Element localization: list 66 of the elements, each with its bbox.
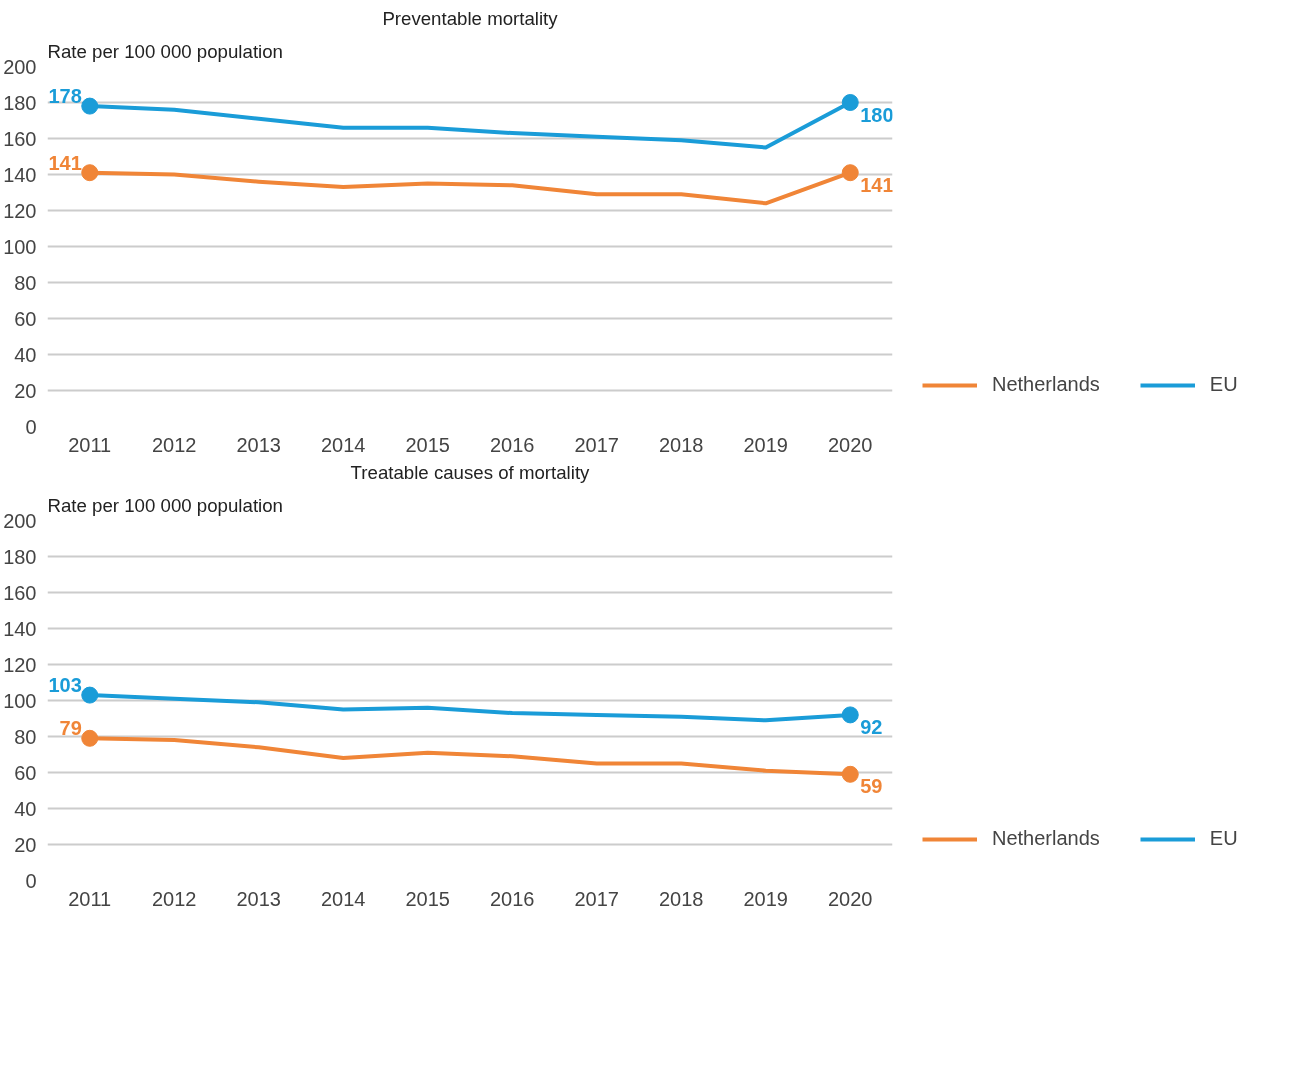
x-tick-label: 2013	[236, 887, 281, 910]
x-tick-label: 2011	[68, 433, 112, 456]
data-label: 178	[48, 85, 82, 108]
x-tick-label: 2019	[743, 887, 788, 910]
y-tick-label: 40	[14, 343, 37, 366]
x-tick-label: 2012	[152, 433, 197, 456]
point	[841, 765, 859, 783]
x-tick-label: 2014	[321, 887, 366, 910]
y-tick-label: 120	[3, 653, 37, 676]
chart-title: Preventable mortality	[382, 7, 559, 29]
y-tick-label: 140	[3, 163, 37, 186]
y-tick-label: 0	[25, 415, 37, 438]
y-axis-title: Rate per 100 000 population	[47, 494, 283, 516]
point	[841, 706, 859, 724]
y-tick-label: 180	[3, 91, 37, 114]
x-tick-label: 2016	[490, 433, 535, 456]
data-label: 103	[48, 674, 82, 697]
point	[81, 729, 99, 747]
y-tick-label: 20	[14, 833, 37, 856]
x-tick-label: 2012	[152, 887, 197, 910]
y-axis-title: Rate per 100 000 population	[47, 40, 283, 62]
data-label: 79	[59, 717, 82, 740]
y-tick-label: 100	[3, 689, 37, 712]
y-tick-label: 60	[14, 761, 37, 784]
legend-label: EU	[1209, 373, 1238, 396]
y-tick-label: 100	[3, 235, 37, 258]
x-tick-label: 2020	[828, 433, 873, 456]
y-tick-label: 0	[25, 869, 37, 892]
y-tick-label: 180	[3, 545, 37, 568]
y-tick-label: 120	[3, 199, 37, 222]
x-tick-label: 2019	[743, 433, 788, 456]
data-label: 59	[860, 775, 883, 798]
x-tick-label: 2014	[321, 433, 366, 456]
y-tick-label: 160	[3, 127, 37, 150]
point	[81, 164, 99, 182]
y-tick-label: 60	[14, 307, 37, 330]
x-tick-label: 2011	[68, 887, 112, 910]
x-tick-label: 2020	[828, 887, 873, 910]
x-tick-label: 2018	[659, 433, 704, 456]
x-tick-label: 2016	[490, 887, 535, 910]
y-tick-label: 140	[3, 617, 37, 640]
legend-label: EU	[1209, 827, 1238, 850]
point	[81, 97, 99, 115]
y-tick-label: 80	[14, 271, 37, 294]
x-tick-label: 2013	[236, 433, 281, 456]
chart-title: Treatable causes of mortality	[350, 461, 591, 483]
y-tick-label: 200	[3, 509, 37, 532]
y-tick-label: 40	[14, 797, 37, 820]
x-tick-label: 2015	[405, 433, 450, 456]
y-tick-label: 80	[14, 725, 37, 748]
data-label: 141	[860, 173, 894, 196]
legend-label: Netherlands	[992, 827, 1100, 850]
y-tick-label: 20	[14, 379, 37, 402]
data-label: 180	[860, 103, 894, 126]
x-tick-label: 2018	[659, 887, 704, 910]
y-tick-label: 200	[3, 55, 37, 78]
x-tick-label: 2017	[574, 887, 619, 910]
x-tick-label: 2015	[405, 887, 450, 910]
point	[81, 686, 99, 704]
point	[841, 164, 859, 182]
data-label: 141	[48, 151, 82, 174]
point	[841, 94, 859, 111]
y-tick-label: 160	[3, 581, 37, 604]
data-label: 92	[860, 715, 883, 738]
legend-label: Netherlands	[992, 373, 1100, 396]
x-tick-label: 2017	[574, 433, 619, 456]
